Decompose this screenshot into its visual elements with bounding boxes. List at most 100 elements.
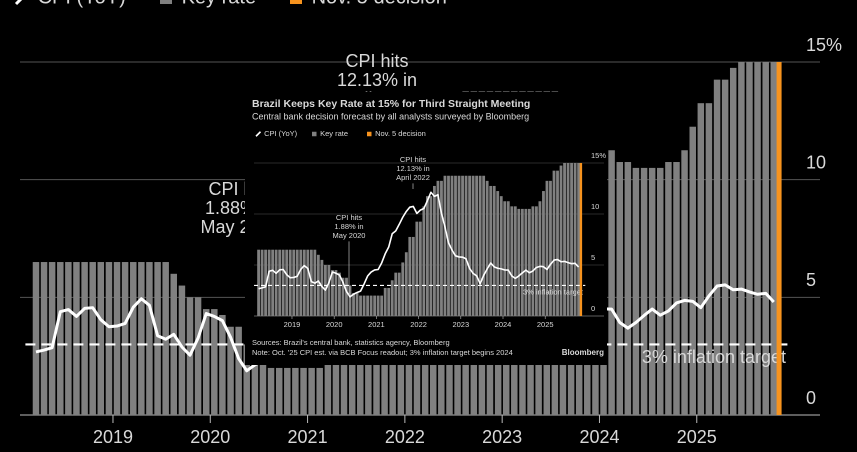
bar <box>482 175 486 316</box>
bar <box>754 62 761 415</box>
bar <box>285 249 289 316</box>
bar <box>485 180 489 316</box>
bar <box>632 167 640 415</box>
bar <box>338 272 341 316</box>
inset-chart: Brazil Keeps Key Rate at 15% for Third S… <box>245 92 607 365</box>
y-tick-label: 15% <box>806 35 842 55</box>
legend-label: Key rate <box>182 0 256 8</box>
bar <box>556 170 559 316</box>
inset-title: Brazil Keeps Key Rate at 15% for Third S… <box>252 98 530 110</box>
bar <box>259 362 267 415</box>
bar <box>73 262 80 415</box>
bar <box>489 185 493 316</box>
bar <box>341 277 345 316</box>
bar <box>271 249 275 316</box>
bar <box>235 326 242 415</box>
source: Sources: Brazil's central bank, statisti… <box>252 338 450 347</box>
x-tick-label: 2021 <box>288 427 328 447</box>
bar <box>404 252 408 316</box>
bar <box>113 262 121 415</box>
y-tick-label: 10 <box>591 202 599 211</box>
bar <box>40 262 48 415</box>
bar <box>284 367 291 415</box>
bar <box>345 277 348 316</box>
bar <box>721 79 729 416</box>
bar <box>436 180 440 316</box>
x-tick-label: 2022 <box>410 320 427 329</box>
bar <box>308 367 315 415</box>
bar <box>496 191 500 316</box>
bar <box>390 280 394 316</box>
bar <box>194 297 202 415</box>
bar <box>306 249 310 316</box>
decision-line <box>776 62 782 415</box>
y-tick-label: 0 <box>806 388 816 408</box>
y-tick-label: 0 <box>591 304 595 313</box>
bar <box>121 262 129 415</box>
bar <box>665 162 672 415</box>
bar <box>559 165 563 316</box>
bar <box>457 175 461 316</box>
bar <box>729 67 737 415</box>
y-tick-label: 15% <box>591 151 606 160</box>
bar <box>327 265 331 316</box>
bar <box>251 362 259 415</box>
annotation: 12.13% in <box>396 164 429 173</box>
legend-label: CPI (YoY) <box>38 0 126 8</box>
annotation: CPI hits <box>336 213 363 222</box>
bar <box>288 249 292 316</box>
bar <box>450 175 454 316</box>
x-tick-label: 2023 <box>482 427 522 447</box>
x-tick-label: 2024 <box>495 320 512 329</box>
bar <box>178 285 186 415</box>
bar <box>243 344 250 415</box>
annotation: 12.13% in <box>337 70 417 90</box>
bar <box>397 272 401 316</box>
y-tick-label: 5 <box>806 270 816 290</box>
bar <box>309 249 313 316</box>
bar <box>292 249 296 316</box>
bar <box>264 249 267 316</box>
bar <box>387 287 391 316</box>
bar <box>299 249 303 316</box>
bar <box>510 206 514 316</box>
y-tick-label: 5 <box>591 253 595 262</box>
bar <box>429 196 433 316</box>
bar <box>503 201 507 316</box>
bar <box>673 162 680 415</box>
legend-swatch <box>312 131 317 137</box>
bar <box>443 175 447 316</box>
bar <box>362 295 366 316</box>
bar <box>545 180 549 316</box>
bar <box>433 185 436 316</box>
bar <box>517 208 521 316</box>
bar <box>227 326 234 415</box>
bar <box>203 309 210 415</box>
bar <box>520 208 524 316</box>
annotation: April 2022 <box>396 173 430 182</box>
bar <box>454 175 457 316</box>
bar <box>475 175 479 316</box>
x-tick-label: 2025 <box>537 320 554 329</box>
x-tick-label: 2024 <box>579 427 619 447</box>
x-tick-label: 2025 <box>677 427 717 447</box>
y-tick-label: 10 <box>806 152 826 172</box>
bar <box>281 249 285 316</box>
annotation: 1.88% in <box>334 222 363 231</box>
bar <box>260 249 264 316</box>
bar <box>762 62 769 415</box>
legend-swatch <box>255 131 262 137</box>
legend-swatch <box>14 0 23 6</box>
bar <box>440 180 443 316</box>
annotation: CPI hits <box>400 155 427 164</box>
legend-label: Key rate <box>320 129 348 138</box>
bar <box>408 236 412 316</box>
bar <box>81 262 88 415</box>
bar <box>577 163 581 316</box>
bar <box>705 103 713 415</box>
bar <box>570 163 573 316</box>
bar <box>267 367 275 415</box>
legend-label: Nov. 5 decision <box>375 129 426 138</box>
bar <box>302 249 306 316</box>
